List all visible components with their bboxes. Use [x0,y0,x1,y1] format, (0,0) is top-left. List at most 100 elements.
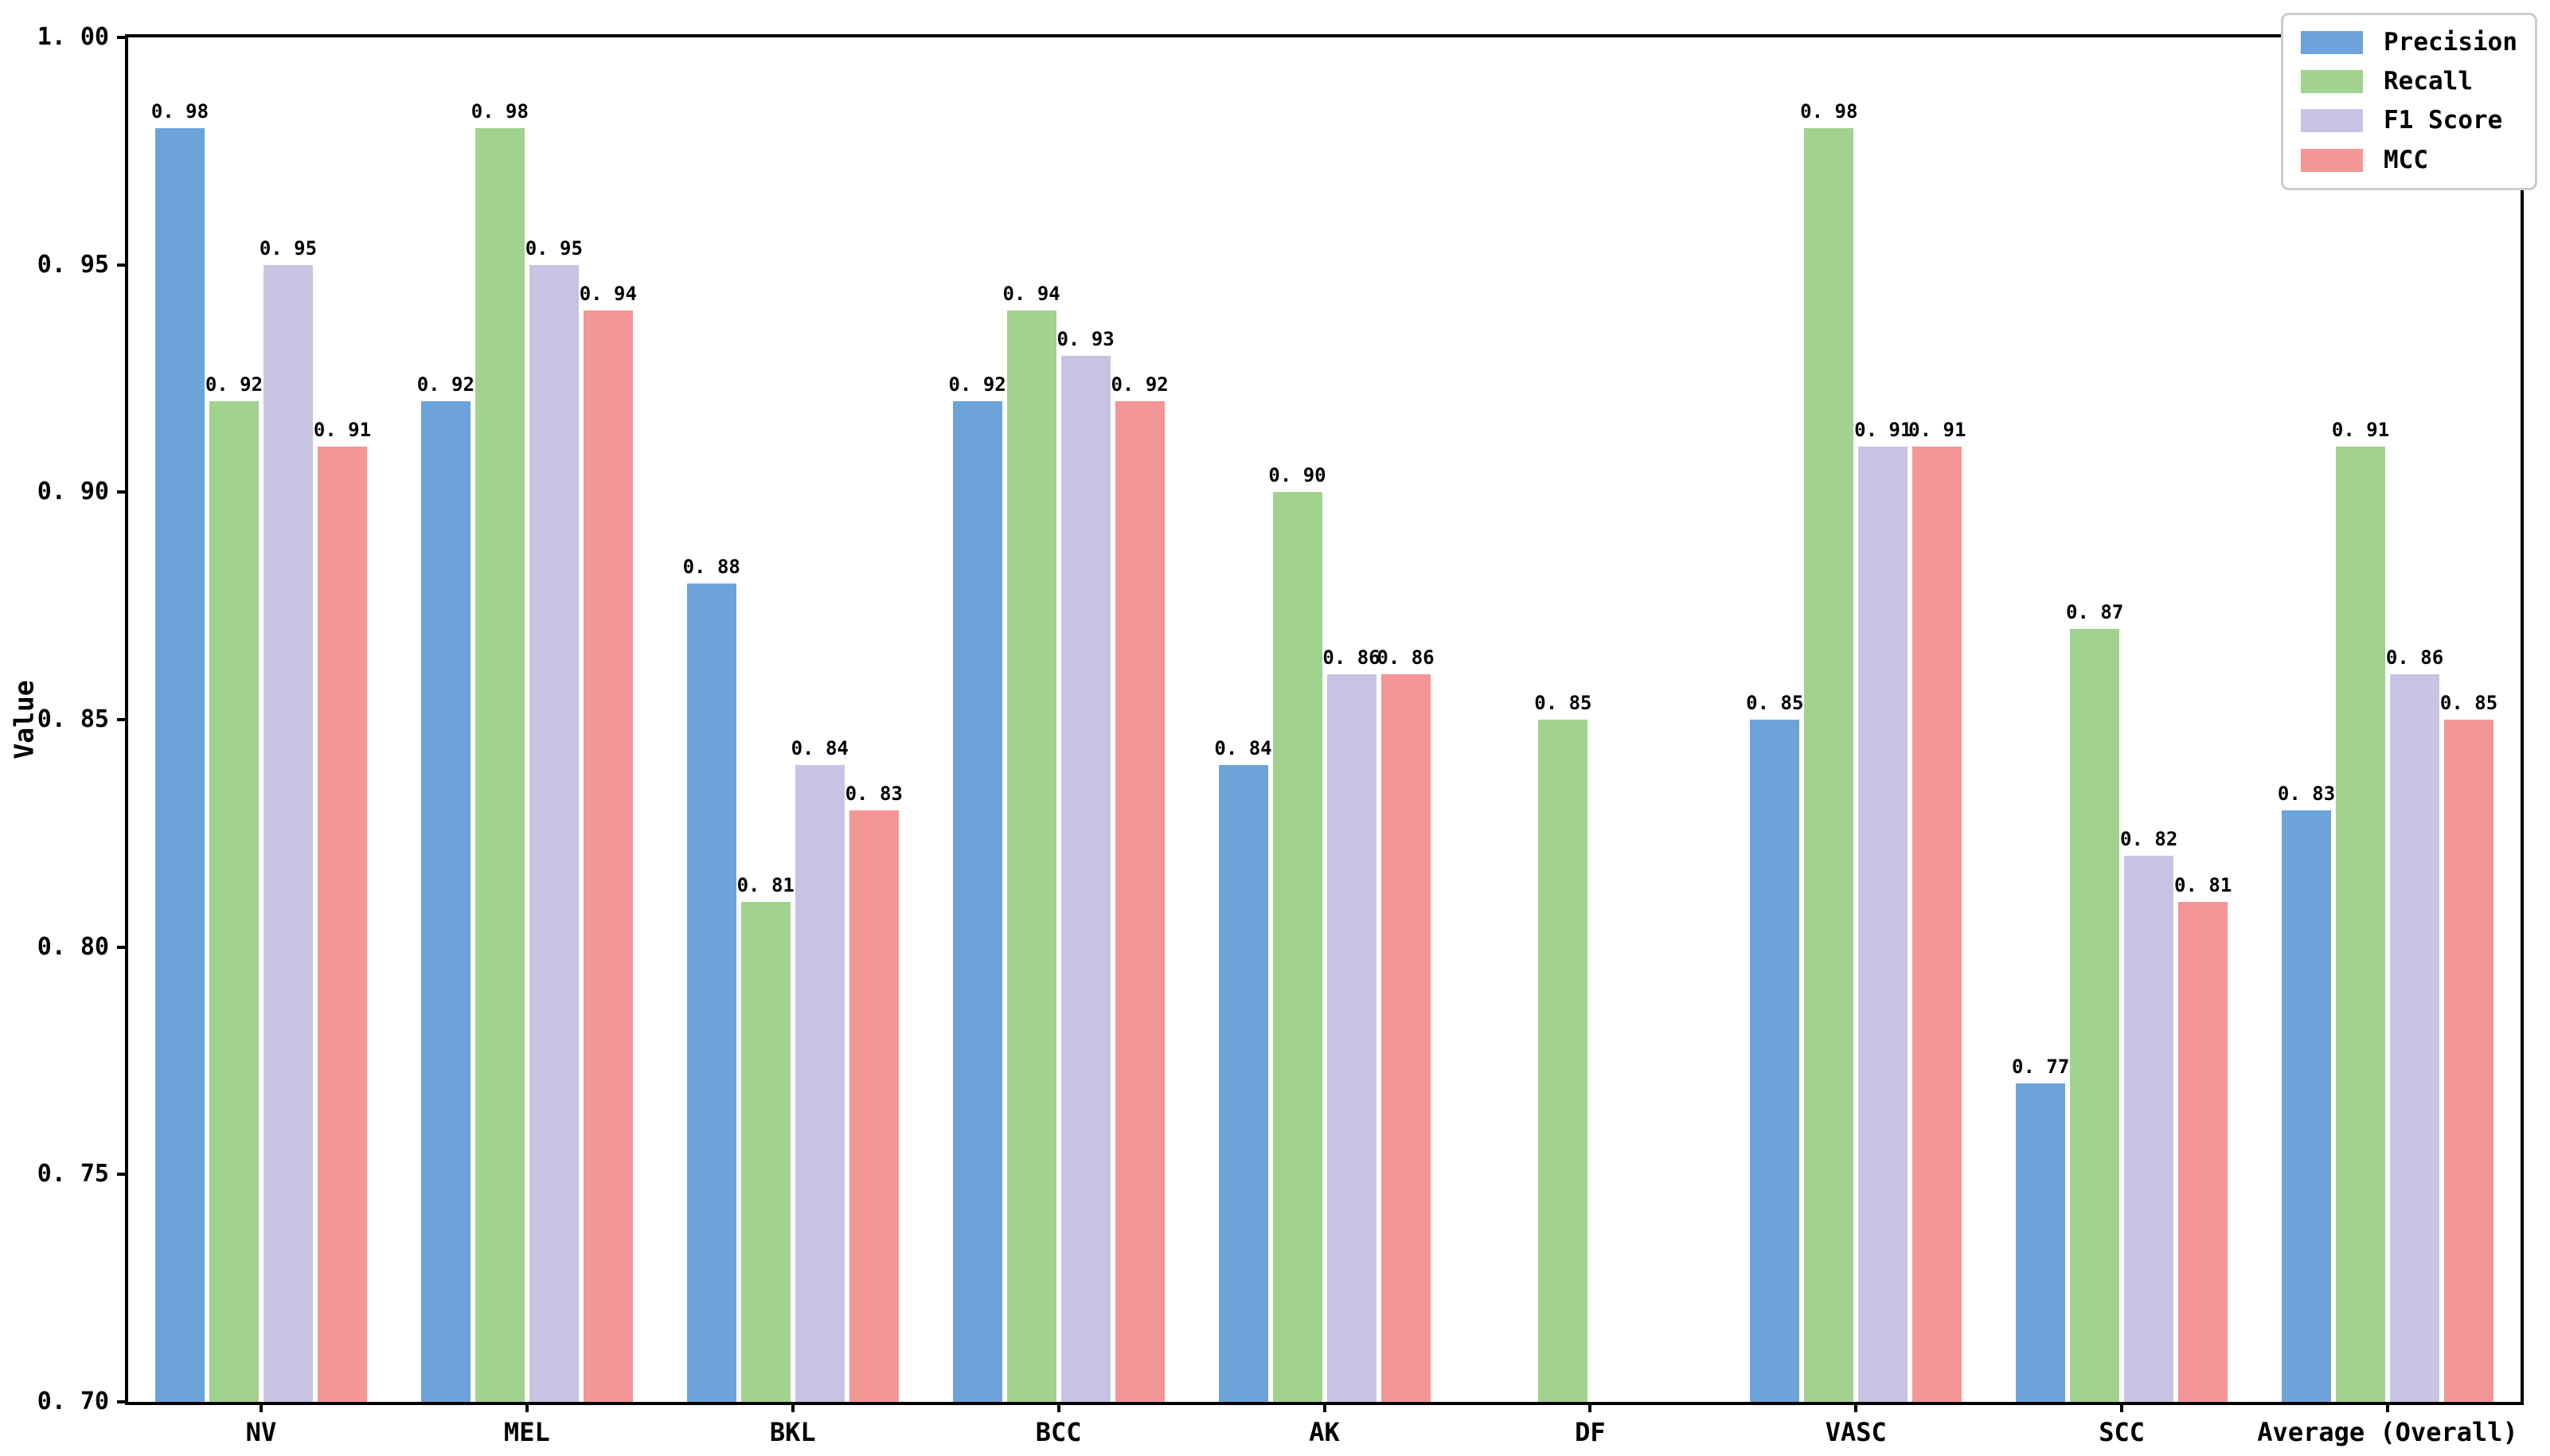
x-tick-mark [1588,1402,1592,1412]
y-tick-mark [117,1400,128,1403]
bar-slot: 0. 93 [1056,37,1115,1402]
bar-value-label: 0. 83 [2277,783,2336,806]
bar [2178,901,2228,1402]
bar-slot: 0. 92 [1111,37,1169,1402]
bar-value-label: 0. 98 [1800,100,1858,123]
legend-item-label: F1 Score [2384,106,2503,135]
bar-slot: 0. 84 [791,37,849,1402]
bar-value-label: 0. 91 [1908,419,1966,442]
bar [952,401,1002,1402]
y-tick-label: 0. 75 [37,1160,109,1189]
bar-value-label: 0. 91 [313,419,372,442]
bar-value-label: 0. 91 [2331,419,2390,442]
bar-group: 0. 85 [1484,37,1696,1402]
bar [795,765,845,1402]
bar-slot: 0. 98 [151,37,209,1402]
legend-swatch [2301,31,2364,55]
bar-value-label: 0. 84 [1214,737,1272,760]
bar [686,583,736,1402]
bar [1115,401,1165,1402]
bar-value-label: 0. 95 [259,236,318,260]
bar [1804,128,1854,1402]
x-tick-mark [791,1402,795,1412]
bar-slot: 0. 92 [205,37,263,1402]
bar [1912,447,1962,1402]
bar-value-label: 0. 77 [2012,1056,2070,1079]
bar-slot: 0. 92 [948,37,1006,1402]
bar-value-label: 0. 95 [525,236,583,260]
bar-group: 0. 77 0. 87 0. 82 0. 81 [2012,37,2232,1402]
bar-value-label: 0. 92 [205,373,264,396]
x-tick-label: VASC [1825,1417,1887,1447]
bar-group: 0. 83 0. 91 0. 86 0. 85 [2278,37,2497,1402]
bar [2016,1083,2066,1402]
bar-value-label: 0. 81 [736,873,795,896]
bar-slot: 0. 86 [1322,37,1380,1402]
bar-value-label: 0. 98 [471,100,529,123]
legend-item: Precision [2301,28,2517,57]
bar-slot: 0. 77 [2012,37,2069,1402]
y-tick-mark [117,1173,128,1177]
x-tick-label: BKL [769,1417,816,1447]
bar-slot: 0. 82 [2120,37,2177,1402]
bar [583,310,633,1402]
bar-value-label: 0. 93 [1056,327,1115,350]
bar [2336,447,2386,1402]
bar-group: 0. 92 0. 94 0. 93 0. 92 [948,37,1169,1402]
bar-slot: 0. 85 [1534,37,1592,1402]
bar [474,128,525,1402]
x-tick-mark [1056,1402,1060,1412]
bar [1326,673,1377,1402]
y-tick-label: 0. 80 [37,932,109,961]
bar [317,447,367,1402]
legend-swatch [2301,148,2364,172]
bar-slot: 0. 86 [1377,37,1435,1402]
y-tick-label: 0. 85 [37,705,109,733]
y-axis-title: Value [8,680,40,759]
bar-slot: 0. 90 [1268,37,1326,1402]
bar-slot: 0. 81 [737,37,795,1402]
legend-item-label: MCC [2384,145,2429,174]
bar [740,901,791,1402]
y-tick-label: 0. 95 [37,250,109,279]
bar [1858,447,1908,1402]
bar [529,264,579,1402]
bar-group: 0. 98 0. 92 0. 95 0. 91 [151,37,371,1402]
bar-slot [1592,37,1642,1402]
x-tick-label: AK [1309,1417,1340,1447]
y-tick-mark [117,263,128,267]
bar-slot: 0. 95 [525,37,583,1402]
bar-slot: 0. 91 [2332,37,2389,1402]
bar-value-label: 0. 87 [2066,600,2124,623]
legend-item: F1 Score [2301,106,2517,135]
bar-group: 0. 92 0. 98 0. 95 0. 94 [417,37,637,1402]
x-tick-mark [259,1402,263,1412]
bar-value-label: 0. 86 [2385,646,2444,669]
legend-item-label: Precision [2384,28,2517,57]
y-tick-label: 0. 70 [37,1388,109,1415]
y-tick-label: 1. 00 [37,23,109,51]
x-tick-label: SCC [2099,1417,2146,1447]
x-tick-label: DF [1575,1417,1606,1447]
bar-slot: 0. 91 [1854,37,1912,1402]
bar [2282,810,2332,1402]
legend-item: MCC [2301,146,2517,175]
y-tick-label: 0. 90 [37,478,109,506]
bar [1006,310,1056,1402]
bar-slot: 0. 85 [1746,37,1803,1402]
bar-value-label: 0. 94 [1002,282,1060,305]
bar [2070,628,2120,1402]
bar-value-label: 0. 85 [1746,692,1804,714]
bar [849,810,899,1402]
y-tick-mark [117,945,128,949]
bar [2390,673,2440,1402]
bar-slot [1484,37,1533,1402]
bar [209,401,259,1402]
bar [1538,720,1588,1402]
x-tick-mark [525,1402,529,1412]
bar-value-label: 0. 83 [845,783,903,806]
bar-slot: 0. 91 [314,37,371,1402]
bar-slot: 0. 94 [580,37,637,1402]
bar-slot: 0. 87 [2066,37,2123,1402]
bar [2444,720,2494,1402]
